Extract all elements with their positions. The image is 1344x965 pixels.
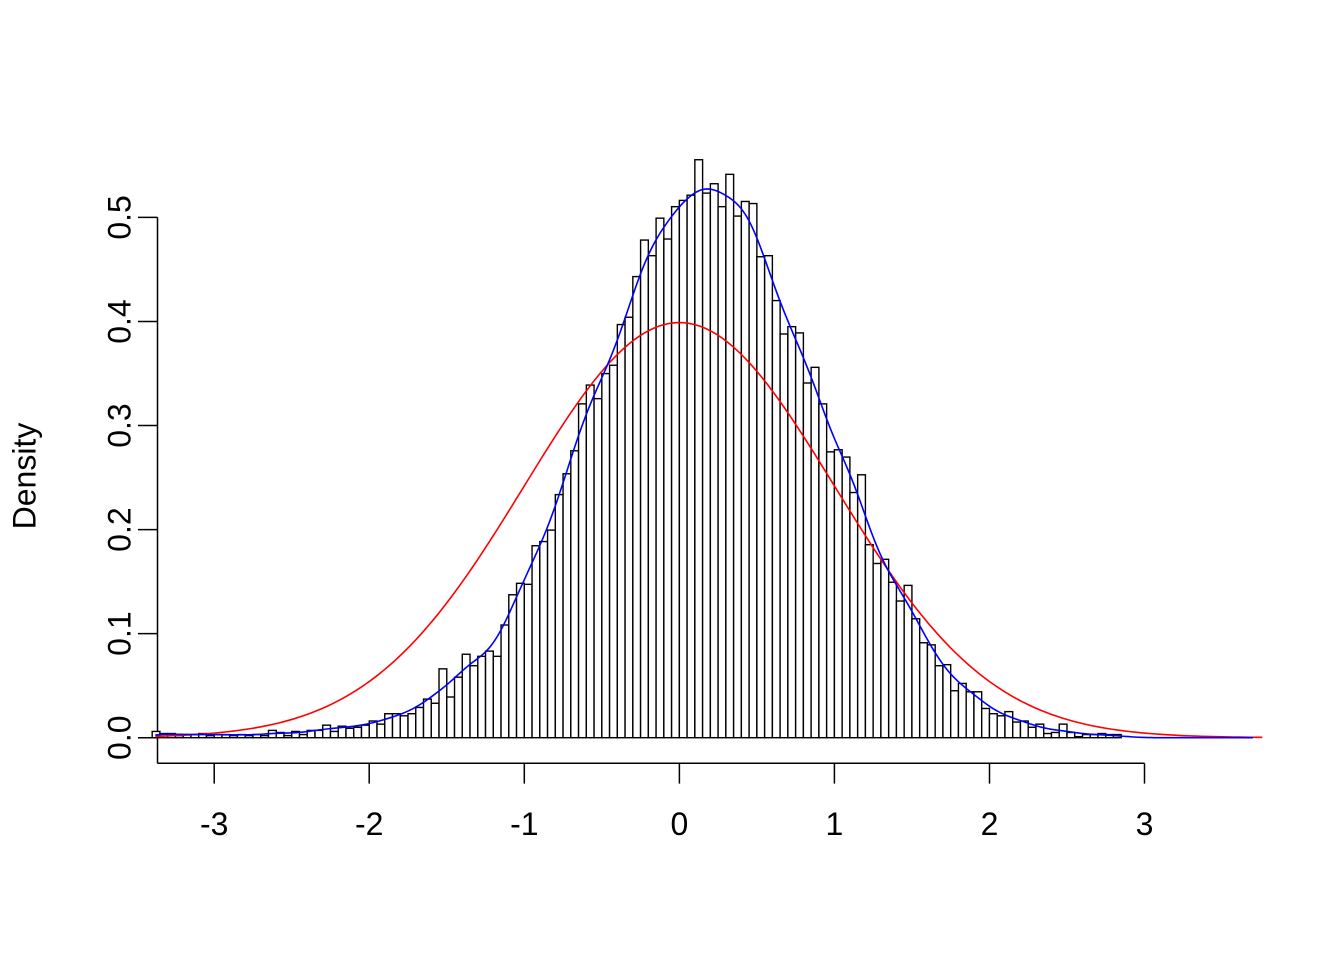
svg-text:-2: -2 xyxy=(355,806,383,842)
svg-text:0.2: 0.2 xyxy=(101,507,137,551)
svg-text:Density: Density xyxy=(6,423,42,530)
svg-text:3: 3 xyxy=(1136,806,1154,842)
svg-text:0.5: 0.5 xyxy=(101,195,137,239)
svg-text:2: 2 xyxy=(981,806,999,842)
svg-text:0: 0 xyxy=(671,806,689,842)
svg-text:1: 1 xyxy=(826,806,844,842)
svg-text:-3: -3 xyxy=(200,806,228,842)
svg-text:0.4: 0.4 xyxy=(101,299,137,343)
svg-text:0.1: 0.1 xyxy=(101,611,137,655)
svg-text:0.0: 0.0 xyxy=(101,715,137,759)
svg-text:-1: -1 xyxy=(510,806,538,842)
svg-text:0.3: 0.3 xyxy=(101,403,137,447)
